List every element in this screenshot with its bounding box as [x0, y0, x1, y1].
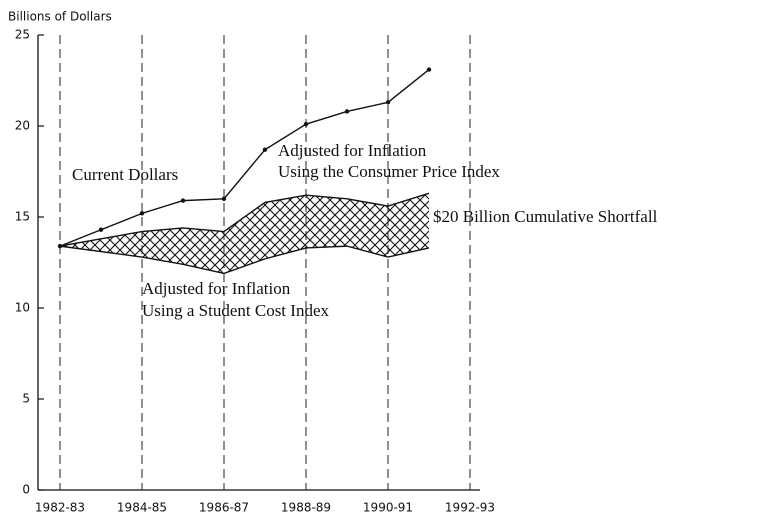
point: [262, 147, 268, 152]
series-line: [59, 192, 430, 247]
annotation: Adjusted for Inflation: [278, 141, 427, 160]
x-tick-label: 1984-85: [117, 501, 167, 515]
y-tick-label: 5: [22, 392, 30, 406]
y-tick-label: 10: [15, 301, 30, 315]
point: [180, 198, 186, 203]
point: [98, 227, 104, 232]
x-tick-label: 1988-89: [281, 501, 331, 515]
annotation: $20 Billion Cumulative Shortfall: [433, 207, 658, 226]
y-tick-label: 25: [15, 28, 30, 42]
y-tick-label: 20: [15, 119, 30, 133]
x-tick-label: 1986-87: [199, 501, 249, 515]
point: [344, 109, 350, 114]
series-line: [59, 69, 430, 247]
annotation: Using the Consumer Price Index: [278, 162, 500, 181]
point: [303, 121, 309, 127]
annotation: Current Dollars: [72, 165, 178, 184]
x-tick-label: 1990-91: [363, 501, 413, 515]
shortfall-area: [60, 193, 429, 274]
point: [139, 211, 145, 216]
annotation: Using a Student Cost Index: [142, 301, 329, 320]
x-tick-label: 1992-93: [445, 501, 495, 515]
x-tick-label: 1982-83: [35, 501, 85, 515]
y-tick-label: 15: [15, 210, 30, 224]
series-line: [59, 245, 430, 275]
point: [426, 67, 432, 72]
point: [385, 100, 391, 105]
y-axis-label: Billions of Dollars: [8, 10, 112, 24]
y-tick-label: 0: [22, 483, 30, 497]
annotation: Adjusted for Inflation: [142, 279, 291, 298]
point: [221, 196, 227, 201]
